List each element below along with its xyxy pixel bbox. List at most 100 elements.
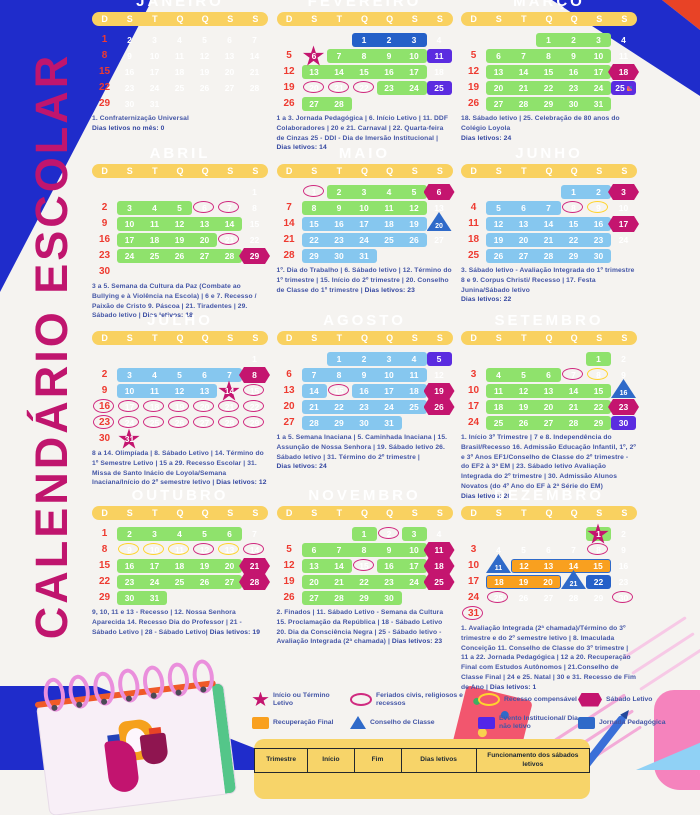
calendar-week: 11 12 13 14 15 16 17 [461, 217, 637, 231]
day-23: 23 [92, 249, 117, 263]
day-number: 28 [224, 417, 235, 428]
day-30: 30 [561, 97, 586, 111]
day-3: 3 [611, 185, 636, 199]
day-10: 10 [376, 368, 402, 382]
day-number: 28 [334, 592, 344, 603]
day-25: 25 [427, 575, 452, 589]
day-29: 29 [301, 249, 327, 263]
day-24: 24 [611, 233, 636, 247]
day-number: 15 [359, 66, 369, 77]
day-number: 29 [593, 417, 604, 428]
day-23: 23 [92, 415, 117, 430]
day-number: 3 [386, 353, 392, 364]
day-number: 21 [249, 66, 260, 77]
month-title: NOVEMBRO [308, 487, 421, 504]
weekday-letter: S [252, 333, 259, 343]
weekday-letter: Q [386, 14, 394, 24]
day-4: 4 [167, 527, 192, 541]
weekday-letter: S [252, 14, 259, 24]
weekday-letter: D [285, 14, 293, 24]
day-number: 14 [224, 385, 235, 396]
day-1: 1 [302, 185, 327, 199]
day-number: 28 [568, 592, 579, 603]
day-25: 25 [167, 575, 192, 589]
weekday-letter: Q [176, 333, 184, 343]
day-17: 17 [586, 65, 611, 79]
dias-letivos-count: Dias letivos: 20 [461, 492, 512, 500]
day-number: 18 [174, 66, 185, 77]
day-number: 26 [199, 82, 210, 93]
day-25: 25 [376, 233, 402, 247]
day-29: 29 [242, 416, 267, 430]
day-number: 11 [619, 50, 628, 61]
day-27: 27 [301, 591, 327, 605]
calendar-week: 2 3 4 5 6 7 8 [92, 368, 268, 382]
day-number: 26 [409, 234, 419, 245]
month-notes-text: 3 a 5. Semana da Cultura da Paz (Combate… [92, 283, 257, 320]
day-empty [142, 352, 167, 366]
day-number: 22 [334, 401, 344, 412]
weekday-letter: Q [570, 166, 578, 176]
day-27: 27 [511, 249, 536, 263]
day-19: 19 [277, 575, 302, 589]
day-number: 17 [593, 66, 604, 77]
day-26: 26 [192, 81, 217, 95]
day-number: 23 [593, 234, 604, 245]
day-number: 11 [494, 385, 503, 396]
dias-letivos-count: Dias letivos: 22 [461, 296, 512, 304]
oval-pink-icon [350, 693, 372, 706]
day-number: 29 [249, 417, 260, 428]
day-10: 10 [461, 384, 486, 398]
day-number: 16 [334, 218, 344, 229]
day-13: 13 [217, 543, 242, 557]
day-3: 3 [117, 368, 142, 382]
day-17: 17 [461, 575, 486, 589]
day-number: 8 [596, 544, 601, 555]
day-number: 31 [593, 98, 604, 109]
day-number: 24 [593, 82, 604, 93]
month-title: SETEMBRO [494, 312, 604, 329]
day-13: 13 [427, 201, 452, 215]
day-number: 25 [384, 234, 394, 245]
day-11: 11 [486, 559, 511, 573]
day-number: 3 [152, 34, 157, 45]
dias-letivos-count: Dias letivos: 24 [276, 463, 327, 471]
legend-item: Recesso compensável [478, 693, 578, 706]
day-10: 10 [117, 217, 142, 231]
day-2: 2 [92, 368, 117, 382]
month-title: DEZEMBRO [494, 487, 604, 504]
day-number: 10 [409, 50, 419, 61]
calendar-week: 3 4 5 6 7 8 9 [461, 543, 637, 557]
day-empty [167, 352, 192, 366]
day-number: 14 [283, 218, 295, 229]
month-title: ABRIL [149, 145, 211, 162]
day-14: 14 [326, 559, 352, 573]
calendar-week: 1 [92, 352, 268, 366]
day-number: 10 [467, 385, 480, 396]
month-notes: 1. Confraternização Universal Dias letivo… [92, 114, 268, 134]
day-2: 2 [611, 527, 636, 541]
day-13: 13 [511, 217, 536, 231]
day-12: 12 [277, 65, 302, 79]
day-number: 22 [98, 576, 111, 587]
day-19: 19 [167, 233, 192, 247]
day-5: 5 [167, 201, 192, 215]
day-number: 9 [386, 544, 392, 555]
day-empty [217, 265, 242, 279]
day-number: 13 [309, 560, 319, 571]
day-number: 15 [593, 560, 603, 571]
day-empty [242, 97, 267, 111]
calendar-week: 1 2 3 4 [277, 33, 453, 47]
day-empty [192, 432, 217, 446]
calendar-week: 2 3 4 5 6 7 8 [92, 201, 268, 215]
day-18: 18 [486, 575, 511, 589]
day-number: 17 [384, 385, 394, 396]
day-5: 5 [511, 543, 536, 557]
day-15: 15 [92, 65, 117, 79]
day-25: 25 [486, 416, 511, 430]
calendar-week: 15 16 17 18 19 20 21 [92, 65, 268, 79]
month-notes: 2. Finados | 11. Sábado Letivo - Semana … [277, 608, 453, 647]
day-26: 26 [511, 416, 536, 430]
day-19: 19 [192, 559, 217, 573]
day-14: 14 [301, 384, 327, 398]
